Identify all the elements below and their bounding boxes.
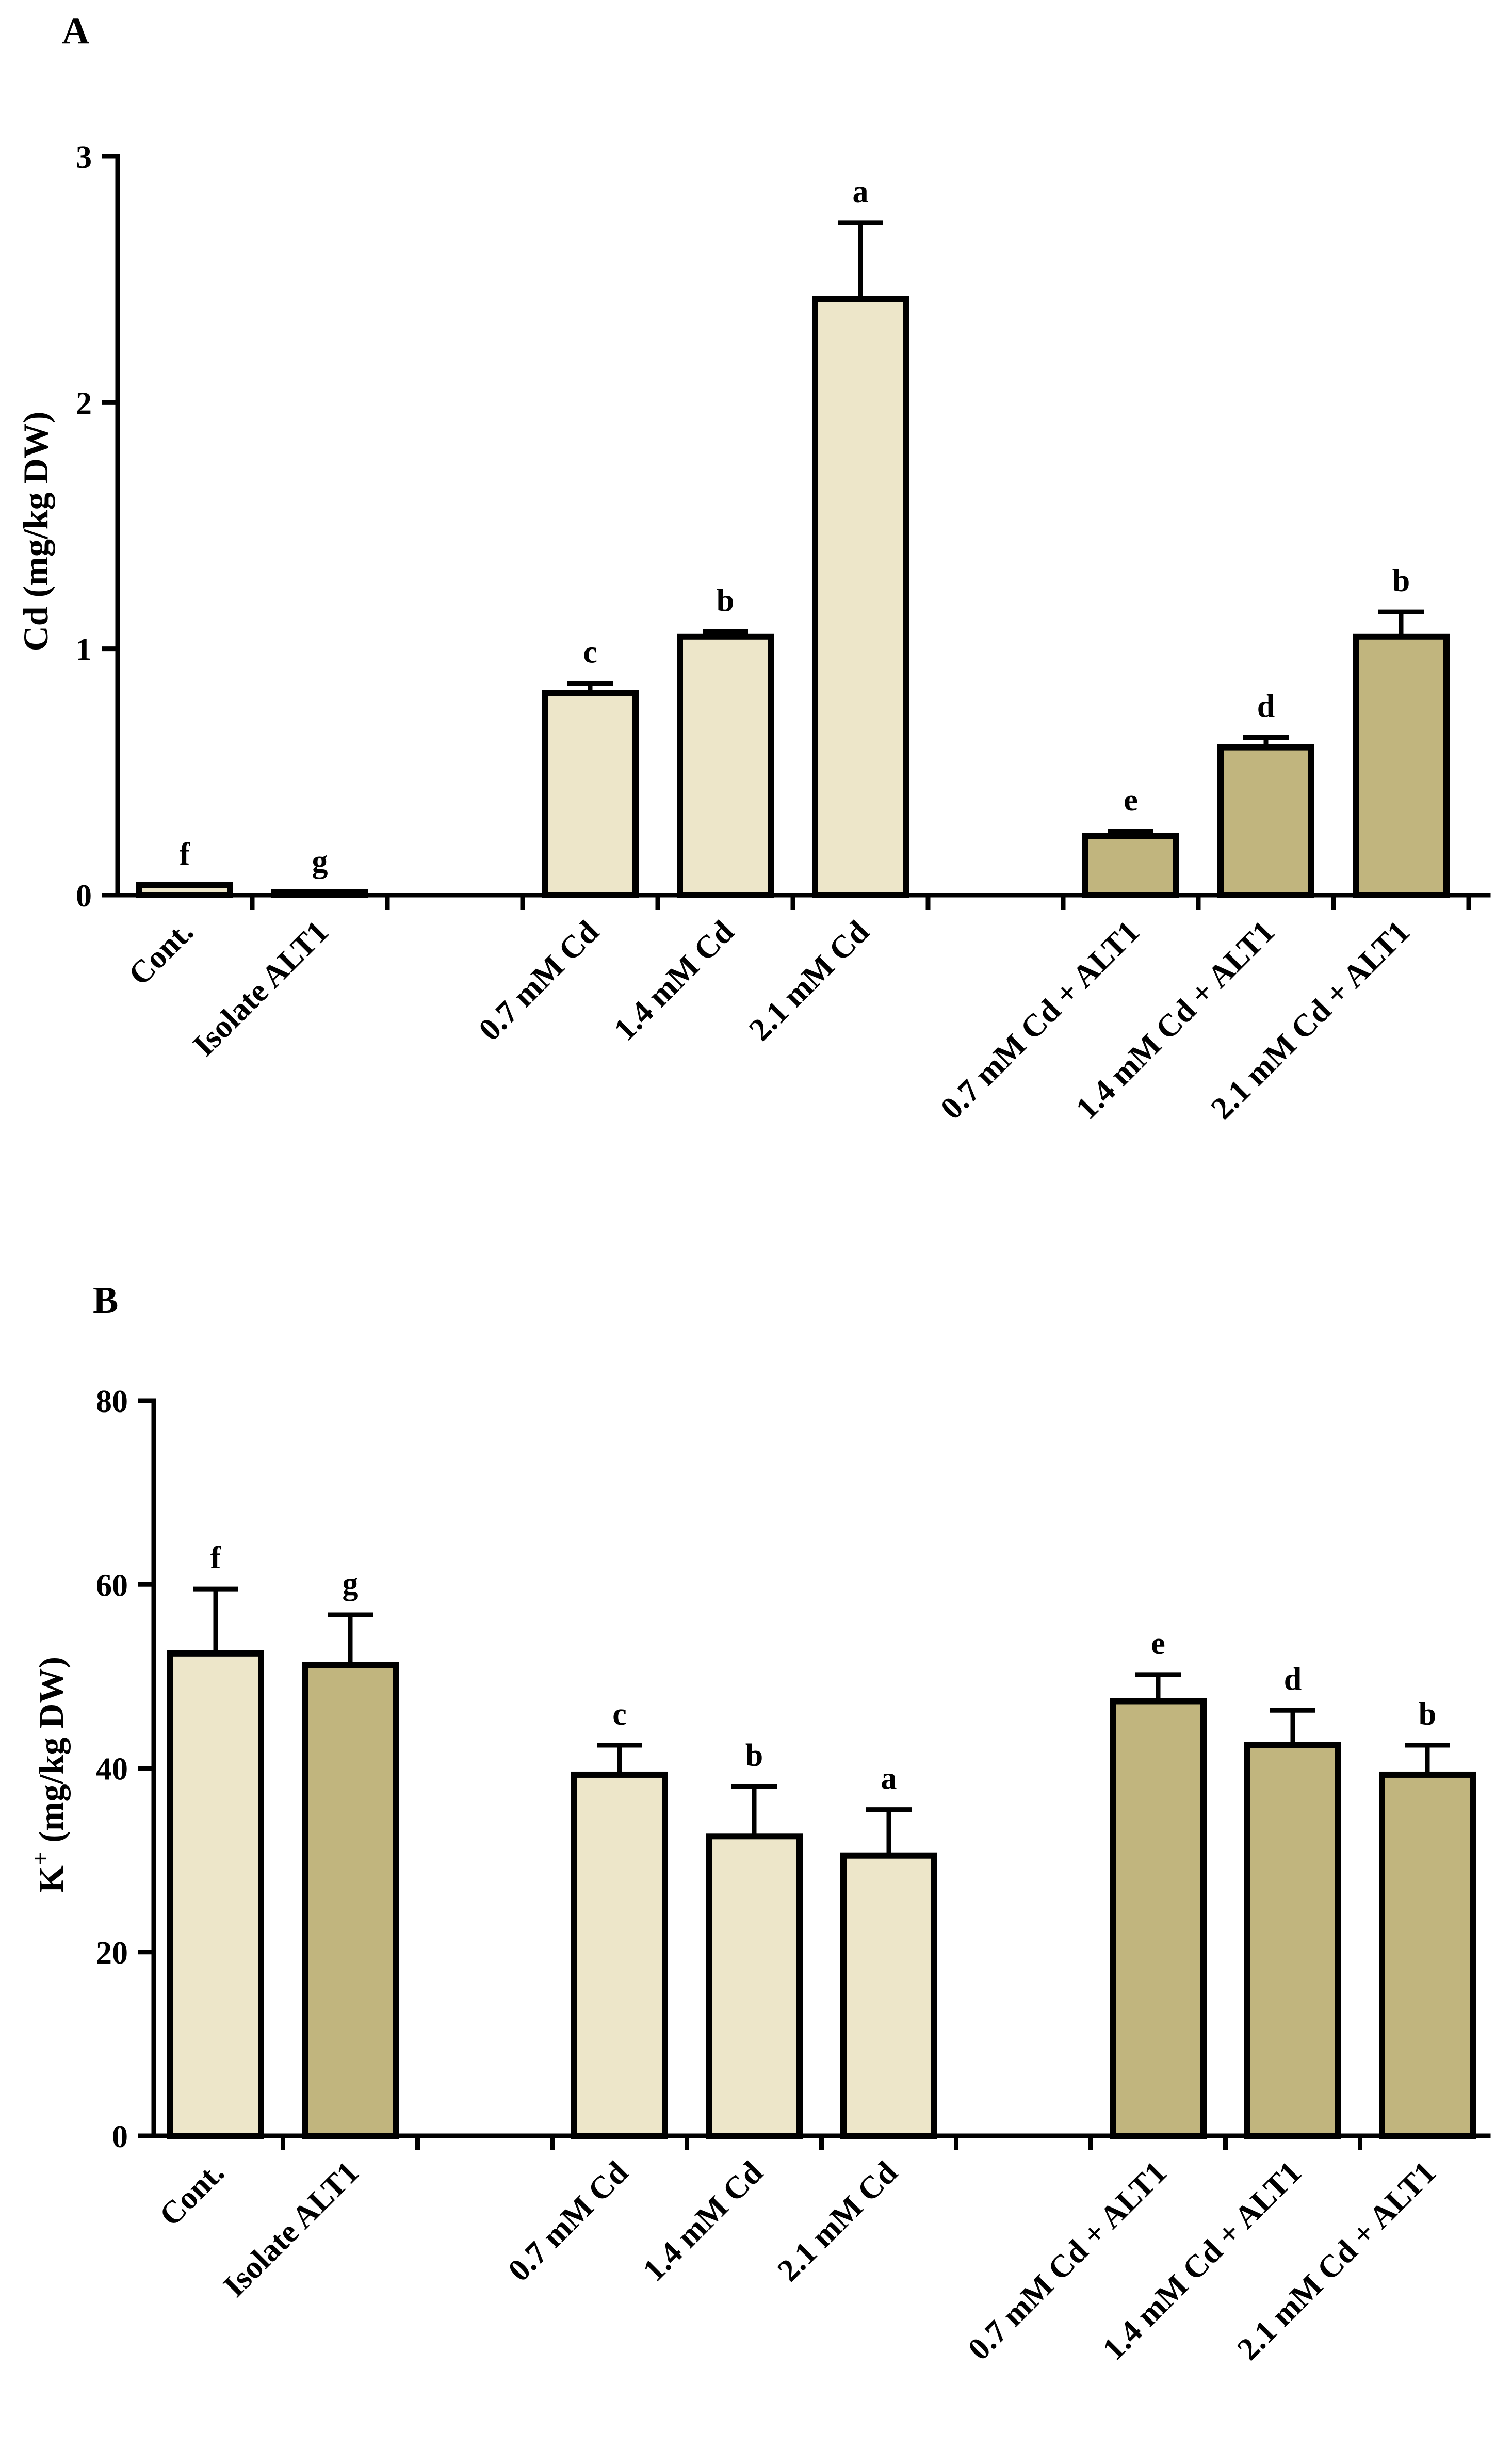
panel-b-bar xyxy=(1379,1771,1476,2139)
panel-a-significance-letter: f xyxy=(180,837,191,872)
panel-b-y-axis-label: K+ (mg/kg DW) xyxy=(27,1657,71,1893)
panel-b-y-label-rest: (mg/kg DW) xyxy=(31,1657,71,1852)
panel-b-label: B xyxy=(93,1279,118,1322)
panel-b-y-label-main: K xyxy=(31,1865,71,1893)
panel-a-label: A xyxy=(62,10,89,52)
panel-a-y-tick-label: 3 xyxy=(76,140,92,175)
panel-a-y-tick-label: 0 xyxy=(76,879,92,914)
panel-b-y-ticks: 0 20 40 60 80 xyxy=(96,1384,154,2154)
panel-b-y-tick-label: 0 xyxy=(112,2119,128,2154)
panel-b-significance-letter: b xyxy=(745,1738,763,1773)
panel-a-bar xyxy=(812,296,909,898)
panel-a-significance-letter: a xyxy=(853,174,869,209)
svg-text:K+ (mg/kg DW): K+ (mg/kg DW) xyxy=(27,1657,71,1893)
panel-b-significance-letter: e xyxy=(1151,1626,1165,1661)
panel-b-y-label-sup: + xyxy=(27,1852,54,1865)
panel-a-category-label: 2.1 mM Cd xyxy=(742,914,876,1048)
panel-b-significance-letter: a xyxy=(881,1761,897,1796)
panel-b-significance-letter: g xyxy=(343,1566,359,1601)
panel-b-bar xyxy=(840,1852,937,2139)
panel-b-bar xyxy=(706,1833,803,2139)
panel-b-y-tick-label: 20 xyxy=(96,1936,128,1971)
panel-a-significance-letter: b xyxy=(1392,563,1410,598)
panel-a-y-tick-label: 1 xyxy=(76,632,92,668)
panel-b-category-label: 1.4 mM Cd xyxy=(636,2155,770,2289)
panel-a-y-axis-label: Cd (mg/kg DW) xyxy=(16,412,55,652)
panel-a-x-ticks xyxy=(250,895,1471,910)
panel-a-significance-letter: b xyxy=(717,583,734,618)
panel-b-significance-letter: f xyxy=(210,1540,222,1576)
panel-b-bar xyxy=(167,1650,264,2139)
panel-a-bar xyxy=(1353,633,1450,899)
panel-b-y-tick-label: 40 xyxy=(96,1752,128,1787)
panel-a-significance-letter: g xyxy=(312,844,328,879)
panel-a-category-label: 0.7 mM Cd xyxy=(472,914,606,1048)
panel-a-y-tick-label: 2 xyxy=(76,386,92,421)
panel-a-category-label: 1.4 mM Cd xyxy=(607,914,741,1048)
panel-b-category-label: 2.1 mM Cd xyxy=(771,2155,904,2289)
panel-b-bar xyxy=(1244,1742,1341,2139)
panel-a-bar xyxy=(1082,833,1179,898)
panel-b-bars: f g c b a e d b xyxy=(167,1540,1476,2139)
panel-b-significance-letter: b xyxy=(1419,1697,1436,1732)
panel-a-significance-letter: c xyxy=(583,635,597,670)
panel-b-bar xyxy=(1110,1698,1207,2139)
panel-b: B K+ (mg/kg DW) f g c b a e d b 0 20 40 60 80 Cont.… xyxy=(27,1279,1491,2367)
panel-b-y-tick-label: 80 xyxy=(96,1384,128,1419)
panel-a-x-labels: Cont.Isolate ALT1 0.7 mM Cd 1.4 mM Cd 2.1 m… xyxy=(122,914,1417,1126)
panel-a-significance-letter: e xyxy=(1124,783,1138,818)
panel-b-significance-letter: d xyxy=(1284,1662,1302,1697)
panel-b-x-labels: Cont.Isolate ALT1 0.7 mM Cd 1.4 mM Cd 2.1 m… xyxy=(153,2155,1443,2367)
panel-a-significance-letter: d xyxy=(1257,689,1275,724)
panel-b-significance-letter: c xyxy=(612,1697,627,1732)
panel-b-bar xyxy=(571,1771,668,2139)
panel-b-y-tick-label: 60 xyxy=(96,1568,128,1603)
panel-b-category-label: Isolate ALT1 xyxy=(217,2155,366,2304)
panel-a-bar xyxy=(542,690,639,898)
panel-a-y-ticks: 0 1 2 3 xyxy=(76,140,118,914)
panel-a: A Cd (mg/kg DW) f g c b a e d b 0 1 2 3 Cont.Isola… xyxy=(16,10,1491,1126)
panel-b-x-ticks xyxy=(281,2136,1362,2150)
panel-a-bar xyxy=(1217,744,1314,898)
panel-b-bar xyxy=(302,1662,399,2139)
panel-a-category-label: Isolate ALT1 xyxy=(186,914,335,1063)
panel-b-category-label: Cont. xyxy=(153,2155,231,2233)
panel-a-bars: f g c b a e d b xyxy=(136,174,1450,899)
panel-a-bar xyxy=(677,633,774,899)
panel-b-category-label: 0.7 mM Cd xyxy=(501,2155,635,2289)
panel-a-category-label: Cont. xyxy=(122,914,200,993)
